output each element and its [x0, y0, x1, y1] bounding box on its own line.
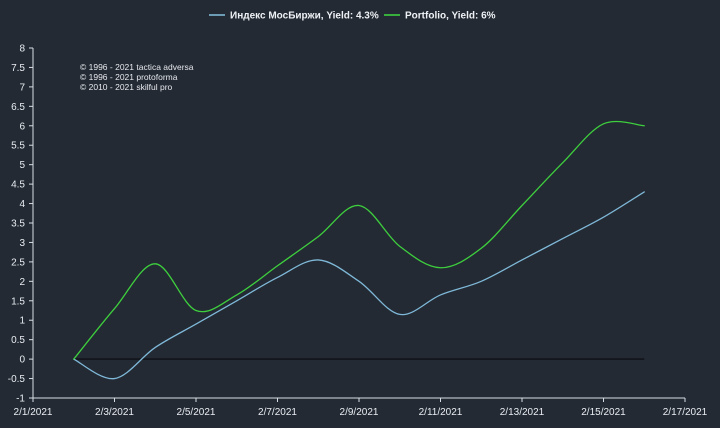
y-tick-label: 3.5: [11, 219, 25, 230]
y-tick-label: 1: [19, 316, 25, 327]
y-tick-label: 8: [19, 44, 25, 55]
legend: Индекс МосБиржи, Yield: 4.3% Portfolio, Y…: [209, 11, 496, 22]
x-tick-label: 2/1/2021: [14, 407, 53, 418]
y-tick-label: 2: [19, 277, 25, 288]
y-tick-label: 5: [19, 160, 25, 171]
x-tick-label: 2/17/2021: [663, 407, 708, 418]
x-tick-label: 2/5/2021: [177, 407, 216, 418]
x-tick-label: 2/7/2021: [258, 407, 297, 418]
y-tick-label: 7: [19, 82, 25, 93]
y-tick-label: 3: [19, 238, 25, 249]
legend-label: Portfolio, Yield: 6%: [405, 11, 496, 22]
y-tick-label: 0: [19, 355, 25, 366]
y-tick-label: 2.5: [11, 257, 25, 268]
y-tick-label: 4.5: [11, 180, 25, 191]
series-line-portfolio-yield-6: [73, 120, 645, 360]
y-tick-label: 7.5: [11, 63, 25, 74]
y-tick-label: 6: [19, 121, 25, 132]
series-line-yield-4-3: [73, 191, 645, 380]
copyright-line: © 2010 - 2021 skilful pro: [80, 82, 173, 92]
y-tick-label: 1.5: [11, 296, 25, 307]
x-tick-label: 2/9/2021: [340, 407, 379, 418]
y-tick-label: 5.5: [11, 141, 25, 152]
series-layer: [73, 120, 645, 380]
copyright-line: © 1996 - 2021 protoforma: [80, 72, 178, 82]
y-tick-label: 0.5: [11, 335, 25, 346]
x-tick-label: 2/11/2021: [419, 407, 463, 418]
x-tick-label: 2/15/2021: [581, 407, 626, 418]
legend-label: Индекс МосБиржи, Yield: 4.3%: [230, 11, 379, 22]
copyright-line: © 1996 - 2021 tactica adversa: [80, 62, 194, 72]
y-tick-label: 4: [19, 199, 25, 210]
axes: -1 -0.5 0 0.5 1 1.5 2 2.5 3 3.5 4 4.5 5 5.5 6 6.5 7 7.5 8 2…: [8, 44, 708, 419]
y-tick-label: -1: [16, 394, 25, 405]
y-tick-label: -0.5: [8, 374, 26, 385]
x-tick-label: 2/13/2021: [500, 407, 545, 418]
y-tick-label: 6.5: [11, 102, 25, 113]
copyright-annotations: © 1996 - 2021 tactica adversa© 1996 - 20…: [80, 62, 194, 92]
x-tick-label: 2/3/2021: [95, 407, 134, 418]
